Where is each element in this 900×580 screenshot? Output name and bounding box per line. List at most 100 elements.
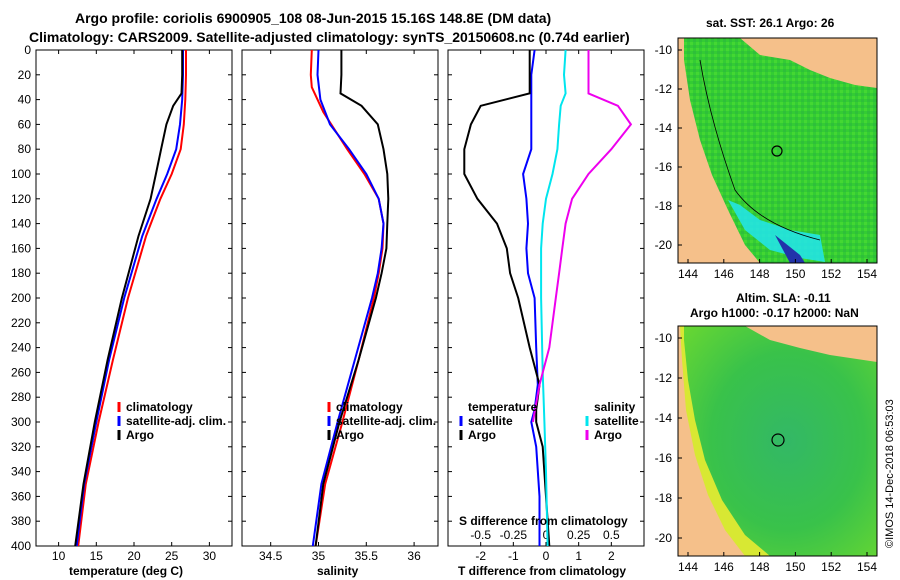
- depth-tick: 360: [11, 489, 31, 503]
- series-line-t-satellite: [522, 49, 541, 546]
- legend-climatology: climatology: [336, 400, 403, 414]
- land-png: [740, 38, 877, 88]
- x-tick-label: 2: [608, 549, 615, 563]
- cold-spot: [775, 235, 805, 263]
- x-tick-label: 35: [312, 549, 326, 563]
- map-x-tick-label: 148: [750, 267, 770, 281]
- legend-argo: Argo: [126, 428, 154, 442]
- temperature-axes: [35, 49, 233, 547]
- depth-tick: 320: [11, 440, 31, 454]
- map-y-tick-label: -20: [655, 238, 673, 252]
- argo-position-marker: [771, 433, 785, 447]
- s-tick-label: -0.5: [470, 528, 491, 542]
- depth-tick: 340: [11, 465, 31, 479]
- map-x-tick-label: 146: [714, 560, 734, 574]
- map-y-tick-label: -18: [655, 491, 673, 505]
- map-y-tick-label: -18: [655, 199, 673, 213]
- s-difference-tick-labels: -0.5 -0.25 0 0.25 0.5: [470, 528, 620, 542]
- sst-map: sat. SST: 26.1 Argo: 26 144 146 148 150 152 1…: [655, 16, 878, 281]
- difference-panel: -2 -1 0 1 2 -0.5 -0.25 0 0.25 0.5 T difference f…: [447, 49, 645, 578]
- series-line-argo: [314, 50, 390, 547]
- map-x-tick-label: 150: [785, 267, 805, 281]
- depth-tick: 140: [11, 217, 31, 231]
- x-tick-label: -2: [475, 549, 486, 563]
- depth-tick: 100: [11, 167, 31, 181]
- sla-map-title1: Altim. SLA: -0.11: [736, 291, 831, 305]
- x-tick-label: 25: [165, 549, 179, 563]
- map-y-tick-label: -10: [655, 331, 673, 345]
- sst-map-frame: [677, 37, 878, 264]
- depth-tick: 200: [11, 291, 31, 305]
- x-tick-label: 15: [90, 549, 104, 563]
- depth-tick: 300: [11, 415, 31, 429]
- temperature-xlabel: temperature (deg C): [69, 564, 183, 578]
- sla-map-frame: [677, 325, 878, 557]
- s-tick-label: 0.5: [603, 528, 620, 542]
- difference-legend: temperature satellite Argo salinity sate…: [459, 400, 639, 442]
- x-tick-label: 20: [127, 549, 141, 563]
- sla-map: Altim. SLA: -0.11 Argo h1000: -0.17 h200…: [655, 291, 878, 574]
- depth-tick: 380: [11, 514, 31, 528]
- sla-map-title2: Argo h1000: -0.17 h2000: NaN: [690, 306, 859, 320]
- depth-tick: 220: [11, 316, 31, 330]
- temperature-lines: [74, 50, 187, 547]
- depth-tick: 400: [11, 539, 31, 553]
- argo-position-marker: [771, 145, 783, 157]
- legend-t-satellite: satellite: [468, 414, 513, 428]
- difference-lines: [463, 49, 633, 547]
- map-x-tick-label: 148: [750, 560, 770, 574]
- land-australia: [678, 326, 745, 556]
- land-png: [745, 326, 877, 362]
- series-line-satellite-adj-clim-: [311, 49, 385, 547]
- imos-watermark: ©IMOS 14-Dec-2018 06:53:03: [884, 399, 896, 548]
- series-line-s-argo: [531, 50, 633, 423]
- x-tick-label: -1: [508, 549, 519, 563]
- x-tick-label: 34.5: [259, 549, 283, 563]
- map-y-tick-label: -16: [655, 451, 673, 465]
- x-tick-label: 35.5: [355, 549, 379, 563]
- depth-tick: 280: [11, 390, 31, 404]
- series-line-argo: [74, 50, 184, 547]
- map-y-tick-label: -16: [655, 160, 673, 174]
- temperature-legend: climatology satellite-adj. clim. Argo: [117, 400, 226, 442]
- figure-title-line2: Climatology: CARS2009. Satellite-adjuste…: [29, 29, 630, 45]
- series-line-satellite-adj-clim-: [75, 50, 184, 547]
- x-tick-label: 1: [575, 549, 582, 563]
- legend-satellite: satellite-adj. clim.: [126, 414, 226, 428]
- series-line-climatology: [77, 50, 187, 547]
- x-tick-label: 30: [203, 549, 217, 563]
- land-australia: [678, 38, 760, 263]
- salinity-tick-labels: 34.5 35 35.5 36: [259, 50, 421, 563]
- s-tick-label: -0.25: [500, 528, 528, 542]
- x-tick-label: 10: [52, 549, 66, 563]
- legend-temperature-title: temperature: [468, 400, 538, 414]
- map-x-tick-label: 144: [678, 560, 698, 574]
- map-x-tick-label: 144: [678, 267, 698, 281]
- depth-tick: 180: [11, 266, 31, 280]
- s-tick-label: 0.25: [567, 528, 591, 542]
- depth-tick-labels: 0 20 40 60 80 100 120 140 160 180 200 220 240 260 280 3…: [11, 43, 644, 553]
- salinity-legend: climatology satellite-adj. clim. Argo: [327, 400, 436, 442]
- t-difference-xlabel: T difference from climatology: [458, 564, 626, 578]
- t-difference-tick-labels: -2 -1 0 1 2: [475, 50, 615, 563]
- temperature-panel: 0204060801001201401601802002202402602803…: [11, 43, 644, 578]
- cool-water-patch: [728, 200, 825, 262]
- depth-tick: 40: [18, 93, 32, 107]
- salinity-panel: 34.5 35 35.5 36 salinity climatology satell…: [241, 49, 439, 578]
- series-line-t-argo: [463, 50, 551, 547]
- depth-tick: 160: [11, 241, 31, 255]
- map-y-tick-label: -20: [655, 531, 673, 545]
- map-x-tick-label: 152: [821, 267, 841, 281]
- legend-argo: Argo: [336, 428, 364, 442]
- depth-tick: 60: [18, 117, 32, 131]
- series-line-s-satellite: [540, 49, 567, 547]
- salinity-xlabel: salinity: [317, 564, 359, 578]
- map-x-tick-label: 152: [821, 560, 841, 574]
- depth-tick: 80: [18, 142, 32, 156]
- legend-s-argo: Argo: [594, 428, 622, 442]
- map-y-tick-label: -12: [655, 82, 673, 96]
- map-x-tick-label: 154: [857, 560, 877, 574]
- temperature-tick-labels: 10 15 20 25 30: [52, 50, 216, 563]
- depth-tick: 260: [11, 365, 31, 379]
